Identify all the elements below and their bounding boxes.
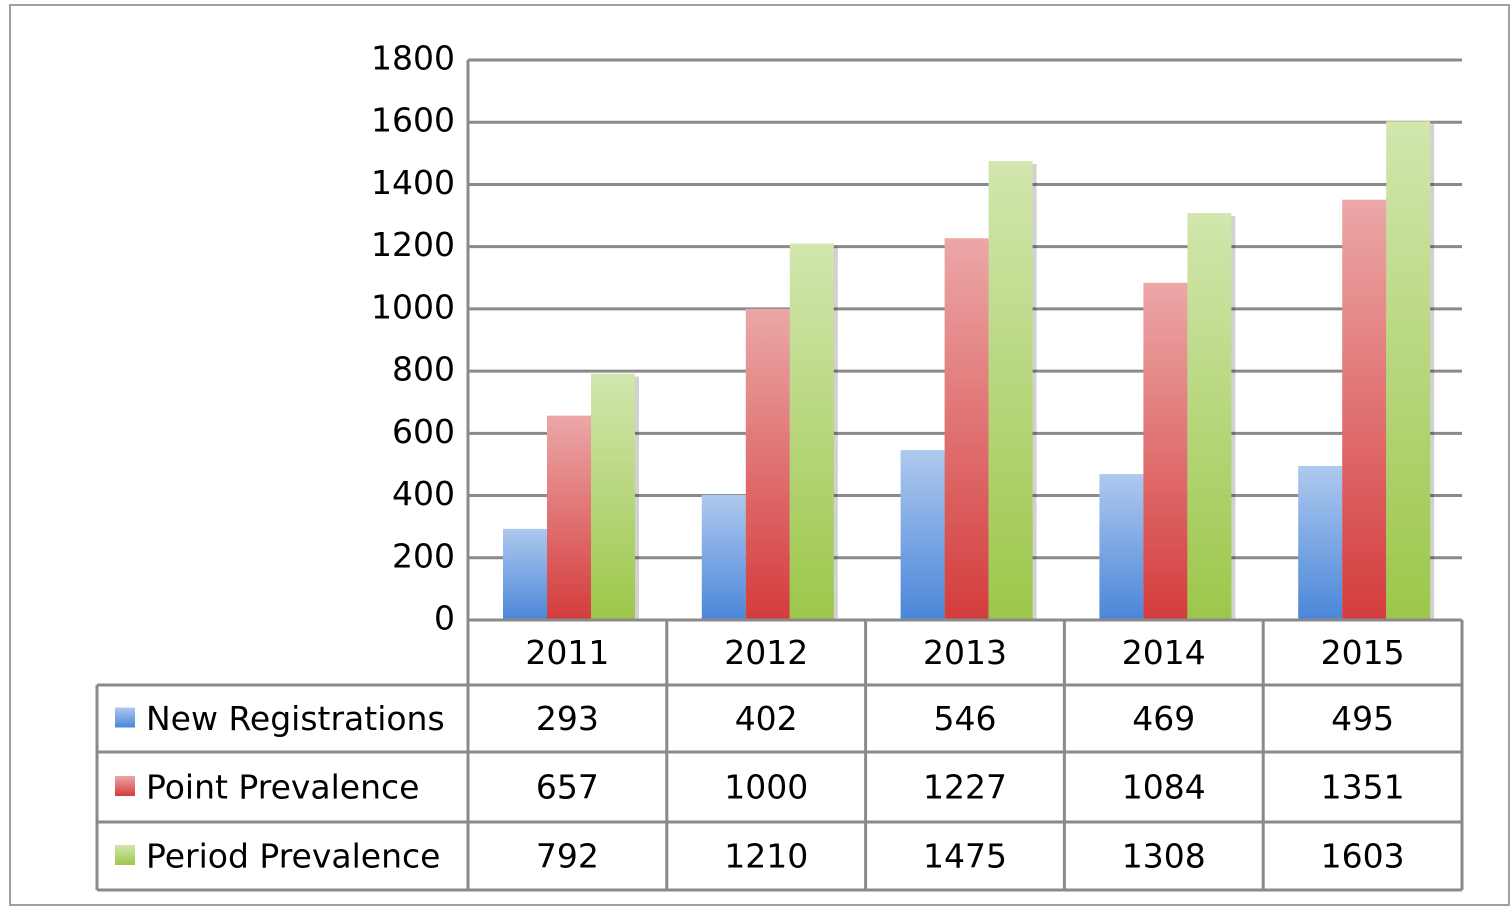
y-tick-label: 1600 [371, 101, 455, 140]
bar [944, 238, 989, 620]
legend-swatch [115, 707, 135, 728]
table-value: 1227 [923, 768, 1007, 807]
bar [1342, 199, 1387, 620]
y-tick-label: 800 [392, 350, 455, 389]
bar [591, 373, 635, 620]
y-tick-label: 1000 [371, 287, 455, 326]
table-value: 1603 [1321, 837, 1405, 876]
bar [1298, 466, 1343, 620]
table-value: 495 [1331, 699, 1394, 738]
y-tick-label: 0 [434, 599, 455, 638]
table-value: 1000 [724, 768, 808, 807]
y-tick-label: 1200 [371, 225, 455, 264]
bar [789, 243, 834, 621]
bar [745, 308, 790, 620]
table-value: 1210 [724, 837, 808, 876]
table-value: 1308 [1122, 837, 1206, 876]
table-value: 1351 [1321, 768, 1405, 807]
bar [988, 161, 1033, 620]
bar [1143, 282, 1188, 620]
y-tick-label: 200 [392, 536, 455, 575]
legend-label: Period Prevalence [146, 837, 440, 876]
y-tick-label: 1800 [371, 39, 455, 78]
legend-label: Point Prevalence [146, 768, 419, 807]
x-tick-label: 2011 [525, 633, 609, 672]
y-tick-label: 600 [392, 412, 455, 451]
bar [547, 415, 591, 620]
bar [503, 528, 547, 620]
y-tick-label: 400 [392, 474, 455, 513]
x-tick-label: 2015 [1321, 633, 1405, 672]
legend-swatch [115, 845, 135, 865]
bar [1187, 213, 1232, 621]
table-value: 1475 [923, 837, 1007, 876]
chart-frame [9, 4, 1510, 906]
table-value: 1084 [1122, 768, 1206, 807]
table-value: 469 [1132, 699, 1195, 738]
legend-swatch [115, 776, 135, 796]
x-tick-label: 2013 [923, 633, 1007, 672]
table-value: 792 [536, 837, 599, 876]
table-value: 546 [934, 699, 997, 738]
y-tick-label: 1400 [371, 163, 455, 202]
legend-label: New Registrations [146, 699, 445, 738]
bar [701, 494, 746, 620]
table-value: 402 [735, 699, 798, 738]
bar [900, 450, 945, 620]
bar [1386, 121, 1431, 621]
table-value: 657 [536, 768, 599, 807]
x-tick-label: 2012 [724, 633, 808, 672]
table-value: 293 [536, 699, 599, 738]
x-tick-label: 2014 [1122, 633, 1206, 672]
bar [1099, 474, 1144, 620]
